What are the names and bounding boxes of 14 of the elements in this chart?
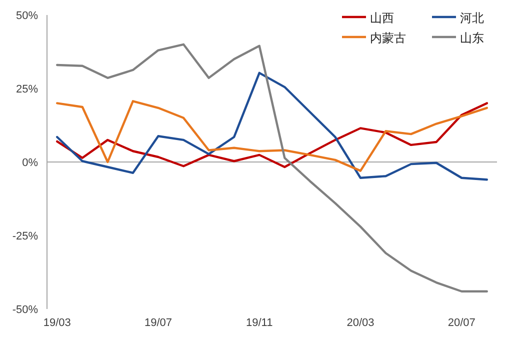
x-tick-label: 20/07 [448, 317, 476, 329]
legend-label: 内蒙古 [370, 31, 406, 45]
y-tick-label: 50% [16, 10, 38, 22]
y-tick-label: 0% [22, 157, 38, 169]
x-tick-label: 19/11 [246, 317, 273, 329]
y-tick-label: -25% [12, 230, 38, 242]
x-tick-label: 19/07 [144, 317, 172, 329]
legend-label: 山西 [370, 11, 394, 25]
legend-label: 山东 [460, 31, 484, 45]
y-tick-label: 25% [16, 84, 38, 96]
y-tick-label: -50% [12, 304, 38, 316]
x-tick-label: 19/03 [43, 317, 71, 329]
legend-label: 河北 [460, 11, 484, 25]
x-tick-label: 20/03 [346, 317, 374, 329]
